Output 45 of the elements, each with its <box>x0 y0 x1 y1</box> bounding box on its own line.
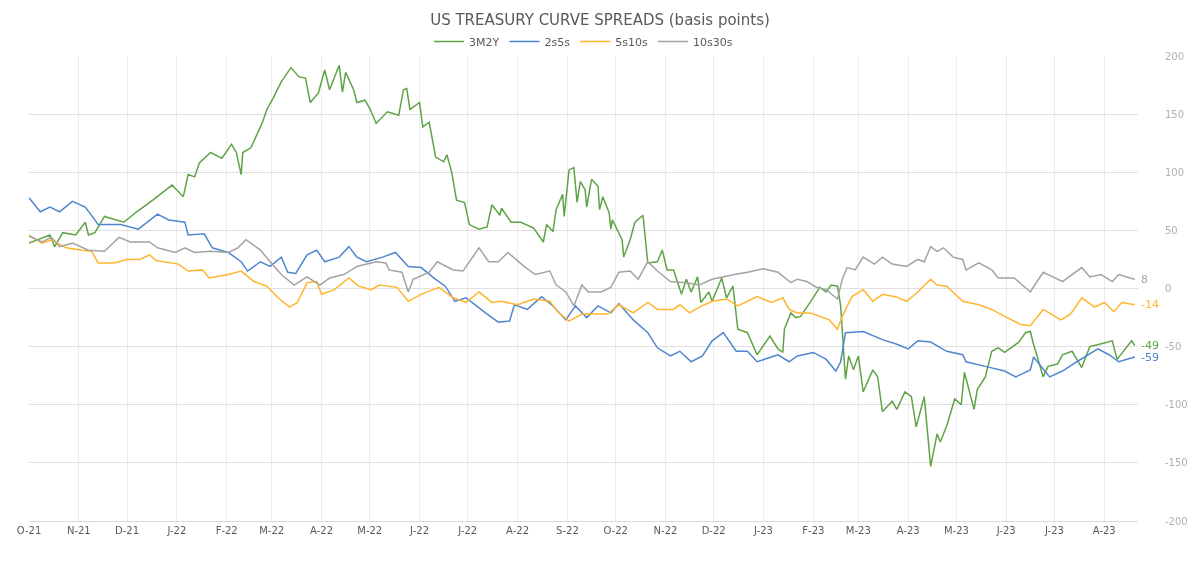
x-tick-label: A-22 <box>506 525 530 536</box>
x-tick-label: A-23 <box>1092 525 1116 536</box>
annotation: -59 <box>1141 351 1159 364</box>
annotation: -14 <box>1141 298 1159 311</box>
annotation: 8 <box>1141 273 1148 286</box>
x-tick-label: O-22 <box>603 525 628 536</box>
y-tick-label: 150 <box>1165 108 1185 120</box>
x-tick-label: J-23 <box>753 525 773 536</box>
x-tick-label: J-22 <box>409 525 430 536</box>
x-tick-label: F-23 <box>802 525 825 536</box>
y-tick-label: -50 <box>1165 341 1182 353</box>
x-tick-label: J-22 <box>457 525 478 536</box>
legend-label: 5s10s <box>615 35 648 49</box>
x-tick-label: N-22 <box>653 525 678 536</box>
x-tick-label: J-23 <box>995 525 1016 536</box>
legend-label: 10s30s <box>692 35 733 49</box>
y-tick-label: 0 <box>1165 283 1172 294</box>
x-tick-label: J-23 <box>1043 525 1064 536</box>
x-tick-label: M-23 <box>845 525 871 536</box>
x-tick-label: M-22 <box>259 525 285 536</box>
line-series <box>29 64 1136 468</box>
x-tick-label: M-23 <box>943 525 969 536</box>
x-tick-label: D-21 <box>115 525 140 536</box>
y-tick-label: -100 <box>1165 399 1188 411</box>
x-tick-label: A-22 <box>310 525 333 536</box>
annotation: -49 <box>1141 339 1159 352</box>
x-tick-label: N-21 <box>66 525 91 536</box>
x-tick-label: F-22 <box>215 525 238 536</box>
x-tick-label: O-21 <box>16 525 42 536</box>
legend-label: 3M2Y <box>469 35 500 49</box>
line-series <box>29 197 1136 378</box>
x-tick-label: M-22 <box>357 525 383 536</box>
line-series <box>29 234 1136 330</box>
y-tick-label: 200 <box>1165 50 1185 62</box>
y-tick-label: -200 <box>1165 515 1188 527</box>
x-tick-label: A-23 <box>896 525 920 536</box>
x-tick-label: J-22 <box>166 525 187 536</box>
line-series <box>29 235 1136 307</box>
y-tick-label: 50 <box>1165 224 1178 236</box>
y-tick-label: 100 <box>1165 166 1185 178</box>
x-tick-label: D-22 <box>701 525 726 536</box>
legend-label: 2s5s <box>544 35 571 49</box>
x-tick-label: S-22 <box>556 525 579 536</box>
chart-title: US TREASURY CURVE SPREADS (basis points) <box>430 10 770 29</box>
y-tick-label: -150 <box>1165 457 1188 469</box>
